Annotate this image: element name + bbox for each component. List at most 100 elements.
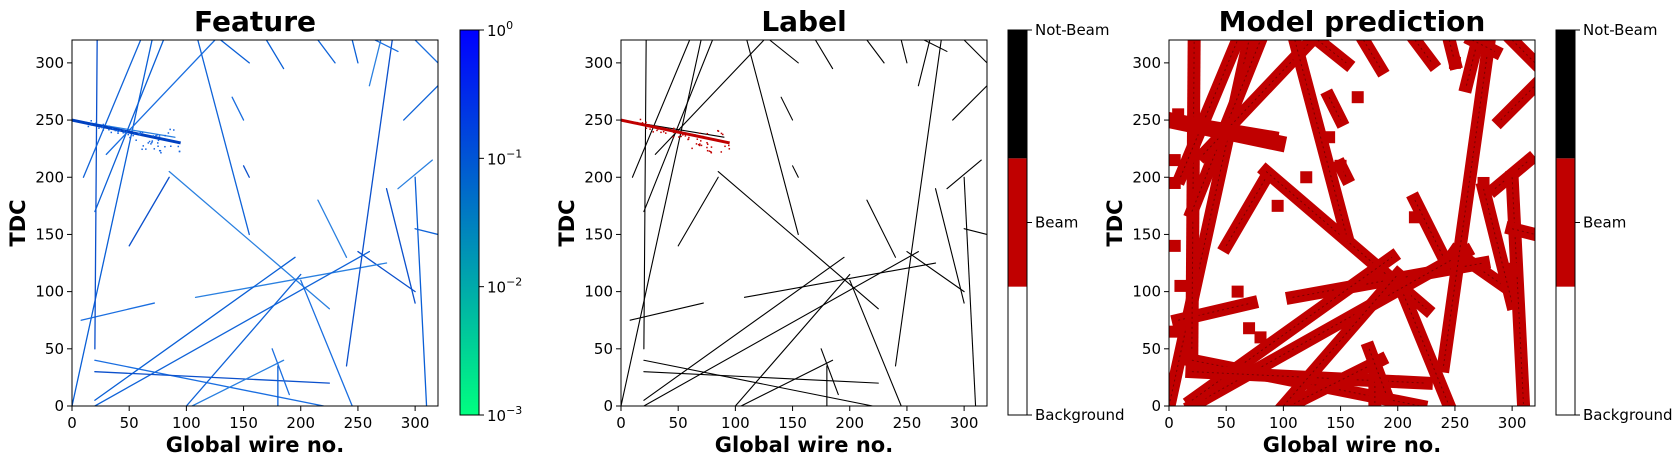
- hit-dot: [655, 127, 657, 129]
- track-line: [94, 40, 165, 213]
- label-colorbar: Background Beam Not-Beam: [1007, 21, 1125, 424]
- track-line: [814, 40, 834, 70]
- label-xlabel: Global wire no.: [715, 433, 893, 457]
- hit-dot: [160, 152, 162, 154]
- hit-dot: [684, 135, 687, 137]
- track-line: [946, 159, 982, 190]
- track-line: [621, 40, 702, 406]
- prediction-band: [1171, 40, 1245, 186]
- track-line: [351, 40, 359, 64]
- hit-dot: [682, 134, 684, 136]
- track-line: [923, 40, 948, 52]
- hit-dot: [657, 128, 659, 130]
- y-tick-label: 0: [603, 397, 613, 415]
- hit-dot: [639, 118, 642, 121]
- track-line: [792, 165, 799, 178]
- prediction-blob: [1231, 285, 1244, 298]
- hit-dot: [94, 122, 97, 125]
- track-line: [643, 40, 714, 213]
- prediction-blob: [1169, 239, 1181, 252]
- prediction-blob: [1174, 279, 1187, 292]
- track-line: [220, 40, 250, 64]
- prediction-ylabel: TDC: [1103, 199, 1127, 246]
- prediction-band-texture: [1512, 228, 1535, 235]
- track-line: [654, 40, 765, 155]
- prediction-blob: [1506, 262, 1519, 275]
- track-line: [94, 359, 325, 406]
- colorbar-category-label: Not-Beam: [1035, 21, 1109, 39]
- hit-dot: [108, 125, 110, 128]
- prediction-band-texture: [1500, 85, 1535, 121]
- track-line: [197, 40, 250, 236]
- colorbar-tick-label: 10−1: [487, 147, 522, 168]
- prediction-blob: [1323, 131, 1336, 144]
- hit-dot: [102, 129, 105, 131]
- hit-dot: [169, 128, 171, 131]
- track-line: [643, 359, 874, 406]
- prediction-band: [1169, 111, 1288, 153]
- hit-dot: [680, 132, 682, 134]
- hit-dot: [156, 142, 159, 144]
- track-line: [734, 273, 851, 406]
- track-line: [82, 40, 142, 178]
- x-tick-label: 0: [616, 414, 626, 432]
- x-tick-label: 150: [778, 414, 807, 432]
- hit-dot: [710, 151, 713, 154]
- prediction-band: [1436, 40, 1496, 374]
- track-line: [769, 40, 799, 64]
- hit-dot: [697, 143, 700, 146]
- prediction-band-texture: [1328, 96, 1342, 121]
- hit-dot: [141, 131, 144, 134]
- track-line: [94, 250, 371, 406]
- track-line: [643, 256, 845, 401]
- prediction-band: [1389, 271, 1457, 406]
- hit-dot: [152, 135, 155, 137]
- hit-dot: [706, 149, 709, 152]
- hit-dot: [708, 150, 711, 152]
- feature-frame: [71, 39, 439, 407]
- hit-dot: [657, 126, 659, 129]
- prediction-blob: [1172, 108, 1185, 121]
- prediction-band-texture: [1294, 40, 1347, 235]
- track-line: [191, 359, 285, 406]
- hit-dot: [728, 148, 731, 150]
- hit-dot: [665, 132, 667, 134]
- hit-dot: [102, 123, 105, 126]
- prediction-blob: [1271, 199, 1284, 212]
- track-line: [643, 251, 919, 406]
- y-tick-label: 200: [1132, 168, 1161, 186]
- hit-dot: [148, 140, 151, 143]
- y-tick-label: 100: [35, 283, 64, 301]
- hit-dot: [135, 139, 137, 141]
- y-tick-label: 0: [54, 397, 64, 415]
- hit-dot: [90, 124, 93, 126]
- hit-dot: [151, 140, 154, 142]
- hit-dot: [724, 145, 726, 148]
- hit-dot: [700, 144, 703, 147]
- hit-dot: [688, 136, 690, 139]
- hit-dot: [702, 135, 704, 138]
- feature-title: Feature: [194, 5, 316, 38]
- hit-dot: [164, 145, 166, 148]
- hit-dot: [116, 129, 119, 132]
- hit-dot: [157, 145, 159, 147]
- track-line: [963, 228, 987, 235]
- track-line: [385, 188, 416, 304]
- track-line: [963, 176, 977, 406]
- y-tick-label: 50: [594, 340, 613, 358]
- hit-dot: [699, 143, 701, 145]
- hit-dot: [127, 133, 130, 136]
- hit-dot: [153, 148, 156, 150]
- hit-dot: [691, 133, 693, 136]
- prediction-plot-area: [1169, 40, 1535, 406]
- hit-dot: [87, 125, 90, 128]
- y-tick-label: 50: [1142, 340, 1161, 358]
- label-panel: Label 0 50 100 150 200 250 300 0 50 100 150 200 250 3…: [555, 5, 1125, 457]
- hit-dot: [132, 134, 134, 137]
- track-line: [866, 40, 885, 64]
- x-tick-label: 200: [286, 414, 315, 432]
- track-line: [414, 40, 438, 64]
- prediction-blob: [1334, 159, 1347, 172]
- hit-dot: [158, 135, 161, 137]
- hit-dot: [101, 126, 103, 129]
